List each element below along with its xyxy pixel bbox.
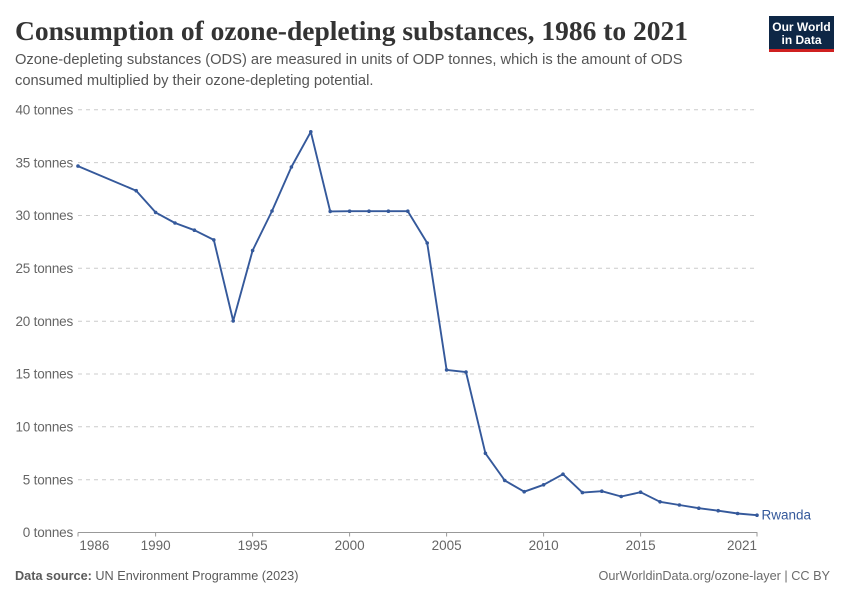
svg-text:40 tonnes: 40 tonnes bbox=[16, 103, 74, 118]
svg-text:35 tonnes: 35 tonnes bbox=[16, 155, 74, 170]
svg-text:25 tonnes: 25 tonnes bbox=[16, 261, 74, 276]
svg-text:2000: 2000 bbox=[335, 538, 365, 553]
svg-text:1995: 1995 bbox=[238, 538, 268, 553]
svg-text:2021: 2021 bbox=[727, 538, 757, 553]
svg-text:2005: 2005 bbox=[432, 538, 462, 553]
svg-text:0 tonnes: 0 tonnes bbox=[23, 525, 74, 540]
svg-text:1986: 1986 bbox=[79, 538, 109, 553]
svg-text:15 tonnes: 15 tonnes bbox=[16, 367, 74, 382]
svg-text:Rwanda: Rwanda bbox=[762, 508, 812, 523]
svg-text:1990: 1990 bbox=[141, 538, 171, 553]
svg-text:20 tonnes: 20 tonnes bbox=[16, 314, 74, 329]
svg-text:2015: 2015 bbox=[626, 538, 656, 553]
svg-text:30 tonnes: 30 tonnes bbox=[16, 208, 74, 223]
svg-text:5 tonnes: 5 tonnes bbox=[23, 472, 74, 487]
svg-text:2010: 2010 bbox=[529, 538, 559, 553]
svg-text:10 tonnes: 10 tonnes bbox=[16, 420, 74, 435]
